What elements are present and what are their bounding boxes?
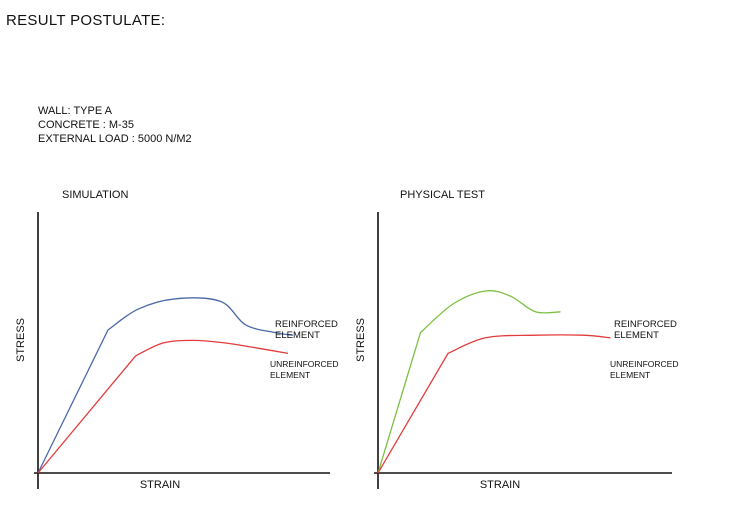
simulation-chart-title: SIMULATION (62, 189, 129, 201)
simulation-reinforced-line (37, 297, 294, 474)
specs-block: WALL: TYPE A CONCRETE : M-35 EXTERNAL LO… (38, 104, 192, 146)
spec-load: EXTERNAL LOAD : 5000 N/M2 (38, 133, 192, 145)
simulation-x-axis-label: STRAIN (140, 479, 180, 491)
physical-test-chart-title: PHYSICAL TEST (400, 189, 485, 201)
spec-concrete: CONCRETE : M-35 (38, 119, 134, 131)
simulation-legend-reinforced: REINFORCED ELEMENT (275, 319, 338, 341)
physical-test-unreinforced-line (377, 334, 611, 474)
physical-test-legend-reinforced: REINFORCED ELEMENT (614, 319, 677, 341)
simulation-legend-unreinforced: UNREINFORCED ELEMENT (270, 359, 338, 380)
simulation-y-axis-label: STRESS (15, 318, 27, 362)
spec-wall: WALL: TYPE A (38, 105, 112, 117)
physical-test-y-axis-label: STRESS (355, 318, 367, 362)
physical-test-reinforced-line (377, 290, 561, 474)
page-title: RESULT POSTULATE: (6, 12, 166, 29)
physical-test-x-axis-label: STRAIN (480, 479, 520, 491)
physical-test-legend-unreinforced: UNREINFORCED ELEMENT (610, 359, 678, 380)
simulation-unreinforced-line (37, 339, 289, 474)
